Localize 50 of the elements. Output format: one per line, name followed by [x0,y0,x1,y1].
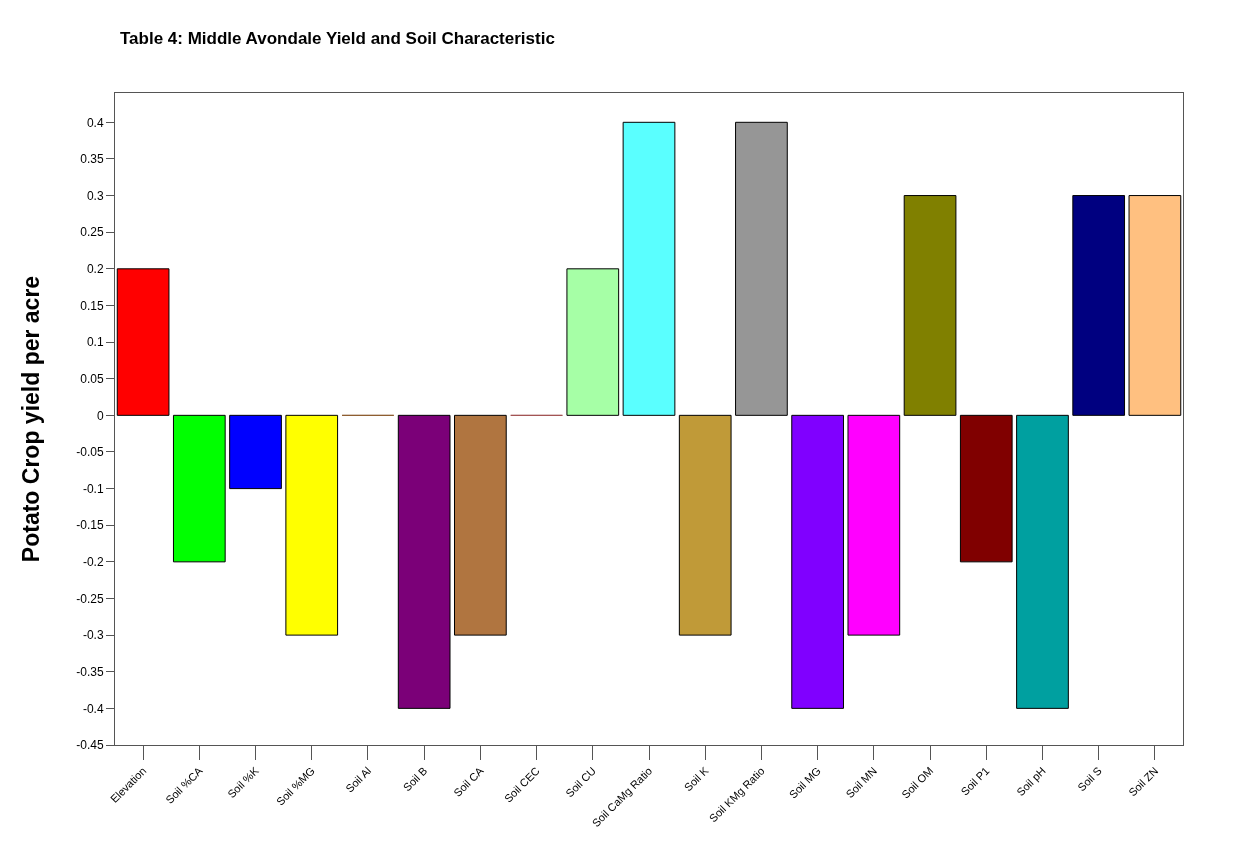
bar [397,414,451,709]
y-tick-label: -0.45 [76,738,104,753]
x-tick-label: Soil OM [899,764,936,801]
bar [1128,195,1182,416]
x-tick-label: Soil CA [451,764,487,799]
bar [1072,195,1126,416]
bar [735,121,788,416]
bar [454,414,507,636]
bar [566,268,620,416]
x-tick-label: Soil %K [225,764,262,801]
y-tick-label: 0.2 [86,262,104,277]
x-tick-label: Soil pH [1014,764,1048,799]
chart-title: Table 4: Middle Avondale Yield and Soil Characteristic [120,28,555,48]
x-tick-label: Soil B [400,764,430,794]
y-tick-label: -0.25 [76,591,104,606]
y-tick-label: 0.35 [80,152,104,167]
y-tick-label: -0.05 [76,445,104,460]
bar [172,414,226,563]
x-tick-label: Soil K [681,764,711,794]
bar [1016,414,1069,709]
y-axis-title: Potato Crop yield per acre [17,275,44,563]
bar [116,268,170,416]
x-tick-label: Soil CU [563,764,599,800]
y-tick-label: -0.4 [82,701,104,716]
bar [678,414,732,636]
bar [903,195,957,416]
y-tick-label: -0.1 [82,481,104,496]
x-tick-label: Soil MG [786,764,823,801]
bar [959,414,1013,563]
y-tick-label: 0.05 [80,371,104,386]
x-tick-label: Soil MN [843,764,880,801]
bar [847,414,901,636]
y-tick-label: 0 [96,408,104,423]
y-tick-label: -0.2 [82,555,104,570]
y-tick-label: -0.35 [76,664,104,679]
y-tick-label: 0.3 [86,188,104,203]
y-tick-label: 0.1 [86,335,104,350]
y-tick-label: -0.15 [76,518,104,533]
y-tick-label: -0.3 [82,628,104,643]
bar [285,414,339,636]
x-tick-label: Soil P1 [958,764,992,798]
bar [791,414,844,709]
x-tick-label: Soil S [1075,764,1104,794]
x-tick-label: Soil ZN [1126,764,1161,799]
y-tick-label: 0.25 [80,225,104,240]
bar [622,121,676,416]
y-tick-label: 0.4 [86,115,104,130]
bar [229,414,282,490]
y-tick-label: 0.15 [80,298,104,313]
x-tick-label: Soil Al [343,764,374,795]
